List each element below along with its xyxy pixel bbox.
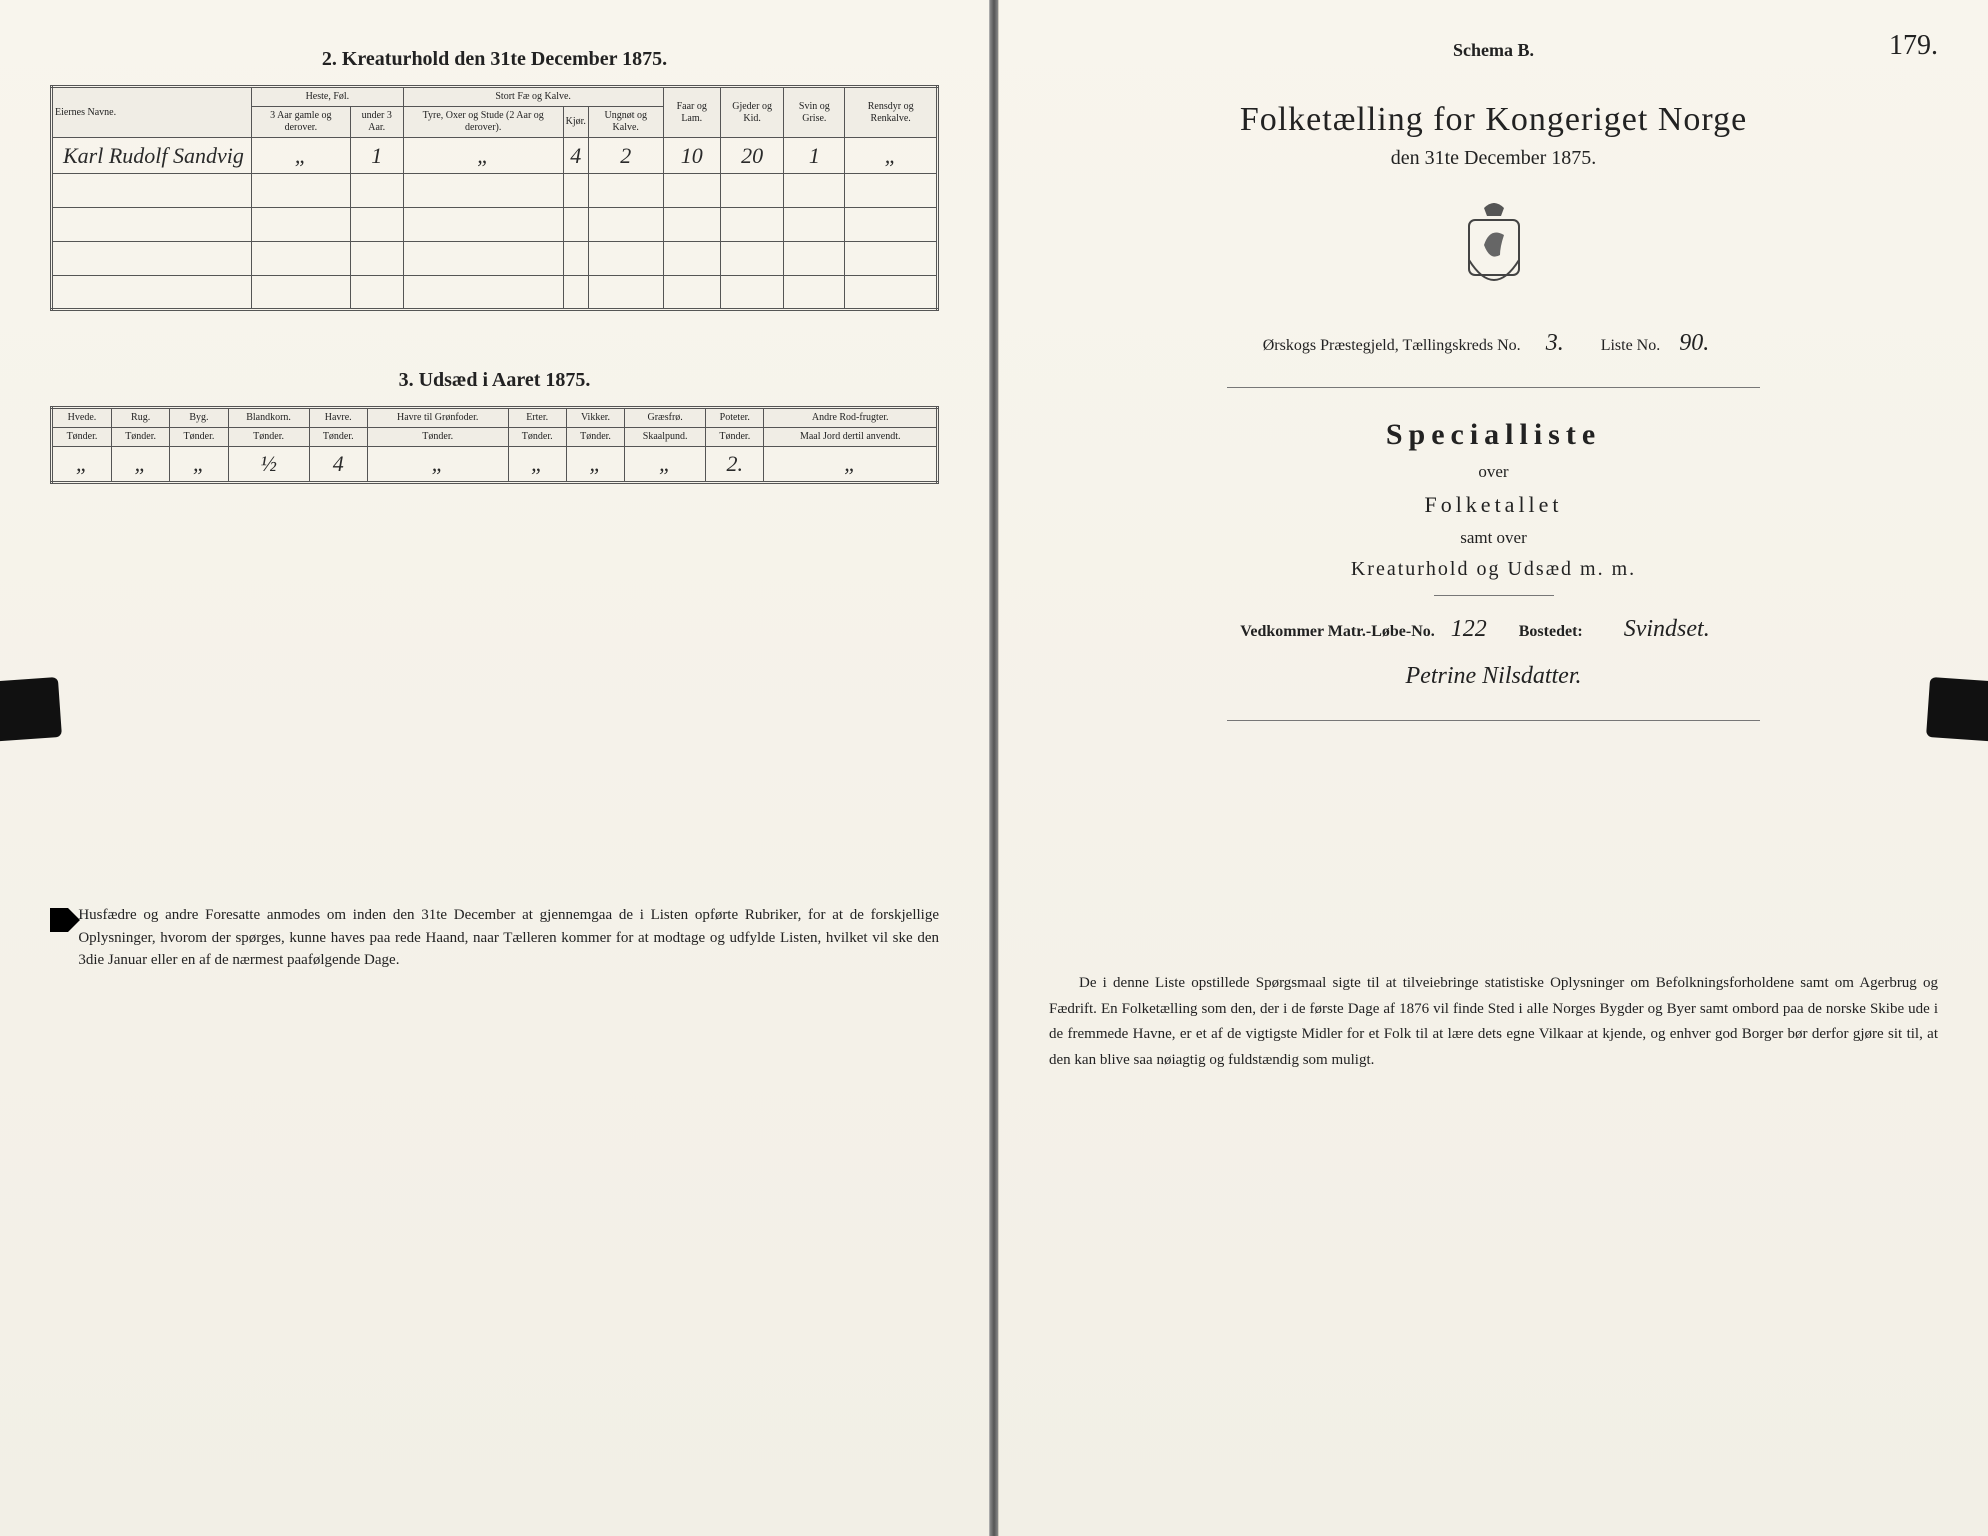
seed-table: Hvede.Rug.Byg.Blandkorn.Havre.Havre til … bbox=[50, 406, 939, 484]
seed-col: Byg. bbox=[170, 408, 228, 428]
census-date: den 31te December 1875. bbox=[1049, 147, 1938, 170]
seed-unit: Tønder. bbox=[170, 428, 228, 447]
right-page: 179. Schema B. Folketælling for Kongerig… bbox=[998, 0, 1988, 1536]
divider bbox=[1227, 720, 1760, 721]
matr-no: 122 bbox=[1439, 616, 1499, 643]
col-goats: Gjeder og Kid. bbox=[720, 87, 783, 138]
col-sheep: Faar og Lam. bbox=[663, 87, 720, 138]
section3-title: 3. Udsæd i Aaret 1875. bbox=[50, 369, 939, 392]
seed-unit: Tønder. bbox=[566, 428, 624, 447]
col-horses: Heste, Føl. bbox=[252, 87, 404, 107]
bosted-label: Bostedet: bbox=[1519, 623, 1583, 640]
col-cattle: Stort Fæ og Kalve. bbox=[403, 87, 663, 107]
col-horses-a: 3 Aar gamle og derover. bbox=[252, 107, 351, 138]
seed-col: Blandkorn. bbox=[228, 408, 309, 428]
liste-no: 90. bbox=[1664, 330, 1724, 357]
cell: 20 bbox=[720, 138, 783, 174]
cell: 1 bbox=[784, 138, 845, 174]
folketallet-label: Folketallet bbox=[1049, 492, 1938, 518]
section2-title: 2. Kreaturhold den 31te December 1875. bbox=[50, 48, 939, 71]
seed-col: Hvede. bbox=[52, 408, 112, 428]
district-label: Ørskogs Præstegjeld, Tællingskreds No. bbox=[1263, 337, 1521, 354]
cell: „ bbox=[252, 138, 351, 174]
seed-val: „ bbox=[625, 447, 706, 483]
seed-val: „ bbox=[52, 447, 112, 483]
col-cattle-c: Ungnøt og Kalve. bbox=[588, 107, 663, 138]
seed-col: Græsfrø. bbox=[625, 408, 706, 428]
seed-col: Poteter. bbox=[706, 408, 764, 428]
instructions-para: De i denne Liste opstillede Spørgsmaal s… bbox=[1049, 971, 1938, 1073]
col-pigs: Svin og Grise. bbox=[784, 87, 845, 138]
kreatur-label: Kreaturhold og Udsæd m. m. bbox=[1049, 558, 1938, 581]
cell-owner: Karl Rudolf Sandvig bbox=[52, 138, 252, 174]
seed-val: „ bbox=[170, 447, 228, 483]
table-row bbox=[52, 242, 938, 276]
kreds-no: 3. bbox=[1525, 330, 1585, 357]
footnote-text: Husfædre og andre Foresatte anmodes om i… bbox=[78, 904, 939, 972]
seed-col: Erter. bbox=[508, 408, 566, 428]
cell: „ bbox=[403, 138, 563, 174]
cell: 2 bbox=[588, 138, 663, 174]
seed-col: Andre Rod-frugter. bbox=[764, 408, 938, 428]
seed-unit: Skaalpund. bbox=[625, 428, 706, 447]
seed-col: Havre. bbox=[309, 408, 367, 428]
samt-label: samt over bbox=[1049, 528, 1938, 548]
col-cattle-a: Tyre, Oxer og Stude (2 Aar og derover). bbox=[403, 107, 563, 138]
seed-unit: Tønder. bbox=[309, 428, 367, 447]
col-owners: Eiernes Navne. bbox=[52, 87, 252, 138]
seed-val: „ bbox=[764, 447, 938, 483]
cell: 4 bbox=[563, 138, 588, 174]
left-page: 2. Kreaturhold den 31te December 1875. E… bbox=[0, 0, 990, 1536]
seed-unit: Tønder. bbox=[508, 428, 566, 447]
col-reindeer: Rensdyr og Renkalve. bbox=[845, 87, 938, 138]
cell: 1 bbox=[350, 138, 403, 174]
over-label: over bbox=[1049, 462, 1938, 482]
specialliste-heading: Specialliste bbox=[1049, 418, 1938, 452]
census-title: Folketælling for Kongeriget Norge bbox=[1049, 101, 1938, 139]
footnote-left: Husfædre og andre Foresatte anmodes om i… bbox=[50, 904, 939, 972]
coat-of-arms-icon bbox=[1454, 200, 1534, 300]
page-number: 179. bbox=[1889, 30, 1938, 62]
matr-label: Vedkommer Matr.-Løbe-No. bbox=[1240, 623, 1435, 640]
seed-val: „ bbox=[367, 447, 508, 483]
matr-line: Vedkommer Matr.-Løbe-No. 122 Bostedet: S… bbox=[1049, 616, 1938, 643]
subtitle-block: over Folketallet samt over Kreaturhold o… bbox=[1049, 462, 1938, 581]
table-row: Karl Rudolf Sandvig „ 1 „ 4 2 10 20 1 „ bbox=[52, 138, 938, 174]
seed-unit: Maal Jord dertil anvendt. bbox=[764, 428, 938, 447]
binder-clip bbox=[0, 677, 62, 743]
binder-clip bbox=[1926, 677, 1988, 743]
table-row bbox=[52, 276, 938, 310]
seed-col: Havre til Grønfoder. bbox=[367, 408, 508, 428]
col-horses-b: under 3 Aar. bbox=[350, 107, 403, 138]
seed-unit: Tønder. bbox=[111, 428, 169, 447]
pointing-hand-icon bbox=[50, 908, 68, 932]
owner-name: Petrine Nilsdatter. bbox=[1344, 663, 1644, 690]
table-row bbox=[52, 174, 938, 208]
seed-val: 4 bbox=[309, 447, 367, 483]
seed-val: „ bbox=[111, 447, 169, 483]
district-line: Ørskogs Præstegjeld, Tællingskreds No. 3… bbox=[1049, 330, 1938, 357]
liste-label: Liste No. bbox=[1601, 337, 1661, 354]
divider bbox=[1434, 595, 1554, 596]
seed-val: 2. bbox=[706, 447, 764, 483]
livestock-table: Eiernes Navne. Heste, Føl. Stort Fæ og K… bbox=[50, 85, 939, 311]
cell: 10 bbox=[663, 138, 720, 174]
seed-unit: Tønder. bbox=[52, 428, 112, 447]
table-row bbox=[52, 208, 938, 242]
seed-val: ½ bbox=[228, 447, 309, 483]
divider bbox=[1227, 387, 1760, 388]
seed-unit: Tønder. bbox=[367, 428, 508, 447]
seed-unit: Tønder. bbox=[706, 428, 764, 447]
schema-label: Schema B. bbox=[1049, 40, 1938, 61]
seed-col: Rug. bbox=[111, 408, 169, 428]
seed-col: Vikker. bbox=[566, 408, 624, 428]
seed-unit: Tønder. bbox=[228, 428, 309, 447]
book-spine bbox=[990, 0, 998, 1536]
matr-line2: Petrine Nilsdatter. bbox=[1049, 663, 1938, 690]
bosted-value: Svindset. bbox=[1587, 616, 1747, 643]
seed-val: „ bbox=[566, 447, 624, 483]
col-cattle-b: Kjør. bbox=[563, 107, 588, 138]
cell: „ bbox=[845, 138, 938, 174]
seed-val: „ bbox=[508, 447, 566, 483]
